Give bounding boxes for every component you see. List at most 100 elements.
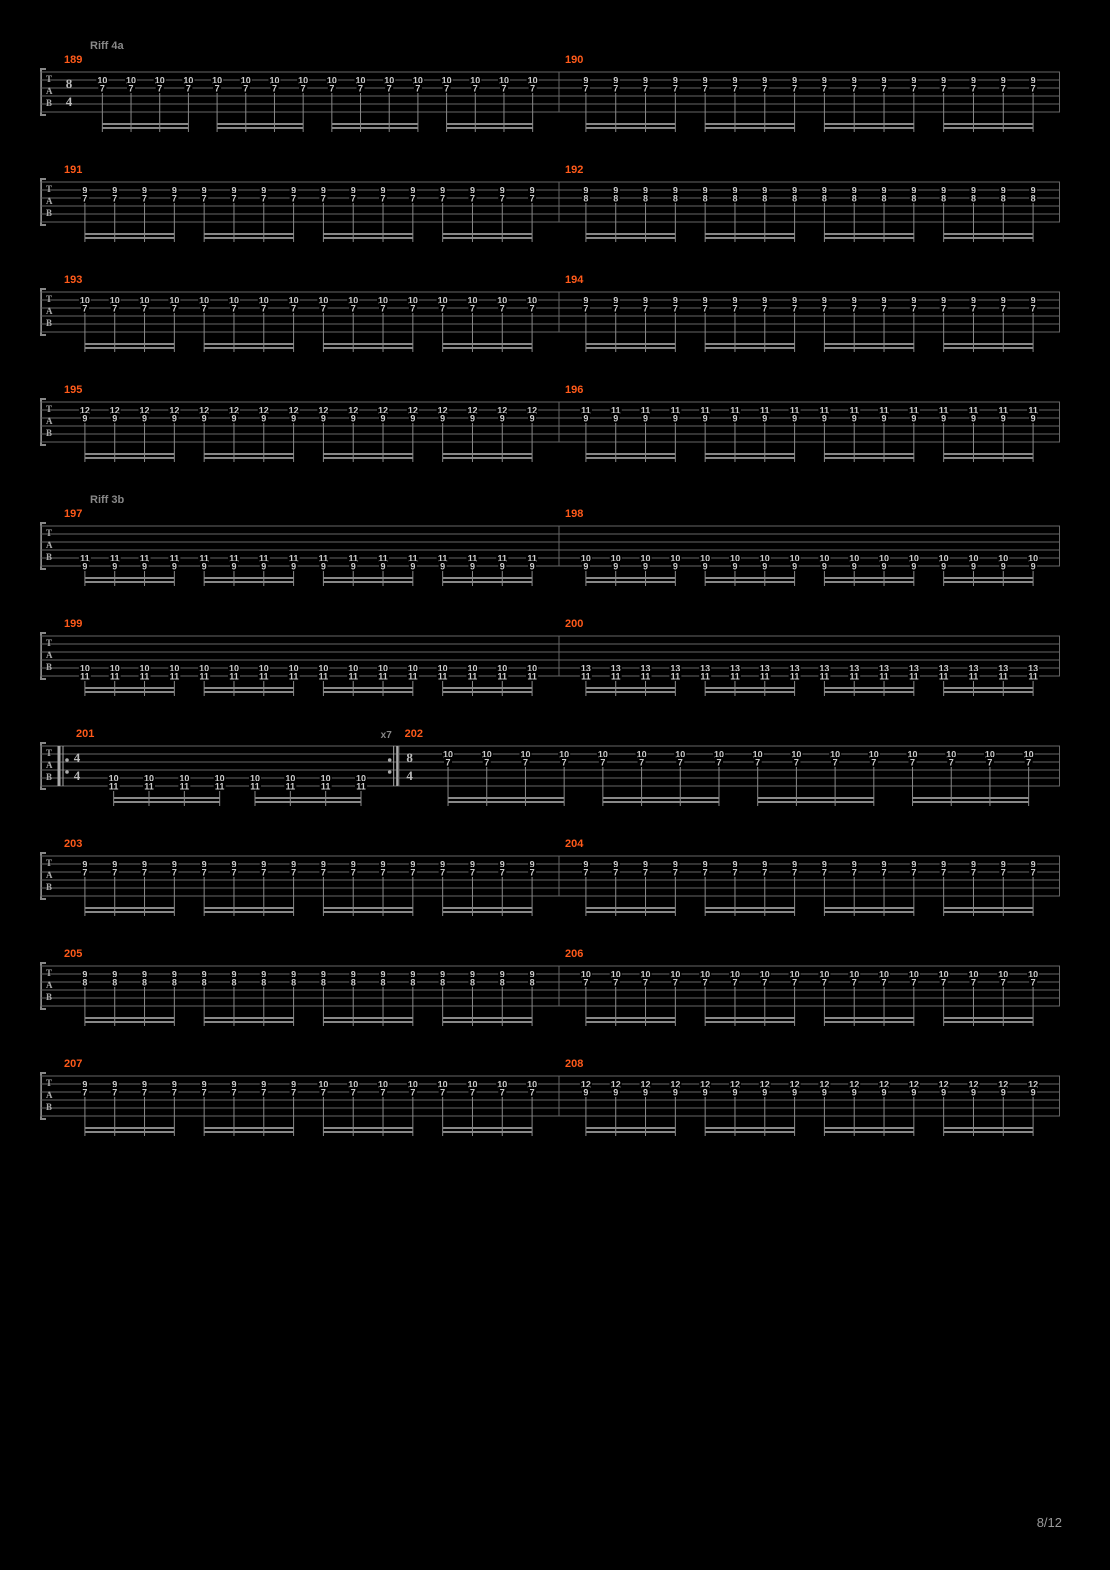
svg-text:9: 9 (882, 1088, 887, 1098)
svg-text:11: 11 (939, 672, 949, 682)
svg-text:7: 7 (291, 304, 296, 314)
staff-row: TAB9797979797979797979797979797979797979… (40, 838, 1080, 920)
svg-text:A: A (46, 416, 53, 426)
svg-text:7: 7 (523, 758, 528, 768)
svg-text:9: 9 (261, 414, 266, 424)
svg-text:7: 7 (1001, 978, 1006, 988)
svg-text:7: 7 (470, 868, 475, 878)
svg-text:7: 7 (941, 868, 946, 878)
svg-text:7: 7 (410, 304, 415, 314)
svg-text:9: 9 (142, 414, 147, 424)
svg-text:7: 7 (643, 978, 648, 988)
svg-text:7: 7 (822, 304, 827, 314)
page-number: 8/12 (1037, 1515, 1062, 1530)
svg-text:9: 9 (673, 562, 678, 572)
svg-text:7: 7 (643, 84, 648, 94)
svg-text:7: 7 (852, 868, 857, 878)
staff-row: TAB8410710710710710710710710710710710710… (40, 54, 1080, 136)
svg-text:9: 9 (822, 414, 827, 424)
svg-text:A: A (46, 870, 53, 880)
svg-text:11: 11 (408, 672, 418, 682)
svg-text:7: 7 (1031, 84, 1036, 94)
svg-text:11: 11 (879, 672, 889, 682)
staff-row: TAB9797979797979797979797979797979798989… (40, 164, 1080, 246)
svg-text:7: 7 (643, 304, 648, 314)
svg-text:7: 7 (941, 978, 946, 988)
svg-text:9: 9 (1031, 414, 1036, 424)
svg-text:7: 7 (703, 304, 708, 314)
measure-number: 199 (64, 618, 82, 630)
svg-text:9: 9 (1031, 1088, 1036, 1098)
svg-text:A: A (46, 540, 53, 550)
svg-text:A: A (46, 650, 53, 660)
svg-text:7: 7 (703, 868, 708, 878)
staff-row: TAB1011101110111011101110111011101110111… (40, 618, 1080, 700)
svg-text:7: 7 (673, 978, 678, 988)
svg-text:8: 8 (82, 978, 87, 988)
svg-text:7: 7 (613, 84, 618, 94)
svg-text:9: 9 (971, 1088, 976, 1098)
svg-text:7: 7 (202, 868, 207, 878)
svg-text:7: 7 (470, 194, 475, 204)
svg-text:9: 9 (911, 414, 916, 424)
svg-text:9: 9 (172, 414, 177, 424)
svg-text:4: 4 (406, 768, 413, 783)
svg-text:11: 11 (969, 672, 979, 682)
svg-text:9: 9 (231, 562, 236, 572)
svg-text:7: 7 (82, 868, 87, 878)
svg-text:9: 9 (583, 562, 588, 572)
svg-text:8: 8 (703, 194, 708, 204)
svg-text:7: 7 (186, 84, 191, 94)
svg-text:7: 7 (911, 978, 916, 988)
svg-text:7: 7 (129, 84, 134, 94)
svg-text:7: 7 (440, 868, 445, 878)
svg-text:7: 7 (231, 1088, 236, 1098)
svg-text:B: B (46, 772, 52, 782)
svg-text:9: 9 (732, 562, 737, 572)
svg-text:7: 7 (678, 758, 683, 768)
svg-text:11: 11 (229, 672, 239, 682)
svg-text:9: 9 (440, 414, 445, 424)
svg-text:7: 7 (112, 868, 117, 878)
svg-text:8: 8 (762, 194, 767, 204)
svg-text:9: 9 (231, 414, 236, 424)
svg-text:9: 9 (583, 1088, 588, 1098)
svg-text:8: 8 (1031, 194, 1036, 204)
svg-text:7: 7 (949, 758, 954, 768)
svg-text:7: 7 (703, 84, 708, 94)
svg-text:7: 7 (600, 758, 605, 768)
measure-number: 202 (405, 728, 423, 740)
svg-text:11: 11 (378, 672, 388, 682)
svg-text:8: 8 (321, 978, 326, 988)
svg-text:7: 7 (762, 978, 767, 988)
measure-number: 203 (64, 838, 82, 850)
svg-text:9: 9 (941, 562, 946, 572)
svg-text:7: 7 (82, 194, 87, 204)
svg-text:7: 7 (82, 304, 87, 314)
section-label: Riff 4a (90, 40, 1080, 52)
svg-text:7: 7 (852, 978, 857, 988)
svg-text:7: 7 (301, 84, 306, 94)
svg-text:7: 7 (794, 758, 799, 768)
svg-text:7: 7 (971, 868, 976, 878)
svg-text:7: 7 (1001, 84, 1006, 94)
svg-text:7: 7 (732, 304, 737, 314)
measure-number: 189 (64, 54, 82, 66)
svg-text:7: 7 (381, 304, 386, 314)
svg-text:9: 9 (470, 414, 475, 424)
measure-number: 191 (64, 164, 82, 176)
svg-text:7: 7 (470, 304, 475, 314)
svg-text:9: 9 (732, 414, 737, 424)
svg-text:8: 8 (406, 750, 413, 765)
svg-text:7: 7 (716, 758, 721, 768)
svg-text:7: 7 (613, 304, 618, 314)
svg-text:A: A (46, 980, 53, 990)
svg-text:9: 9 (673, 414, 678, 424)
svg-text:7: 7 (484, 758, 489, 768)
svg-text:11: 11 (144, 782, 154, 792)
svg-text:11: 11 (180, 782, 190, 792)
svg-text:9: 9 (112, 414, 117, 424)
svg-text:4: 4 (74, 750, 81, 765)
svg-text:9: 9 (351, 562, 356, 572)
svg-text:11: 11 (849, 672, 859, 682)
